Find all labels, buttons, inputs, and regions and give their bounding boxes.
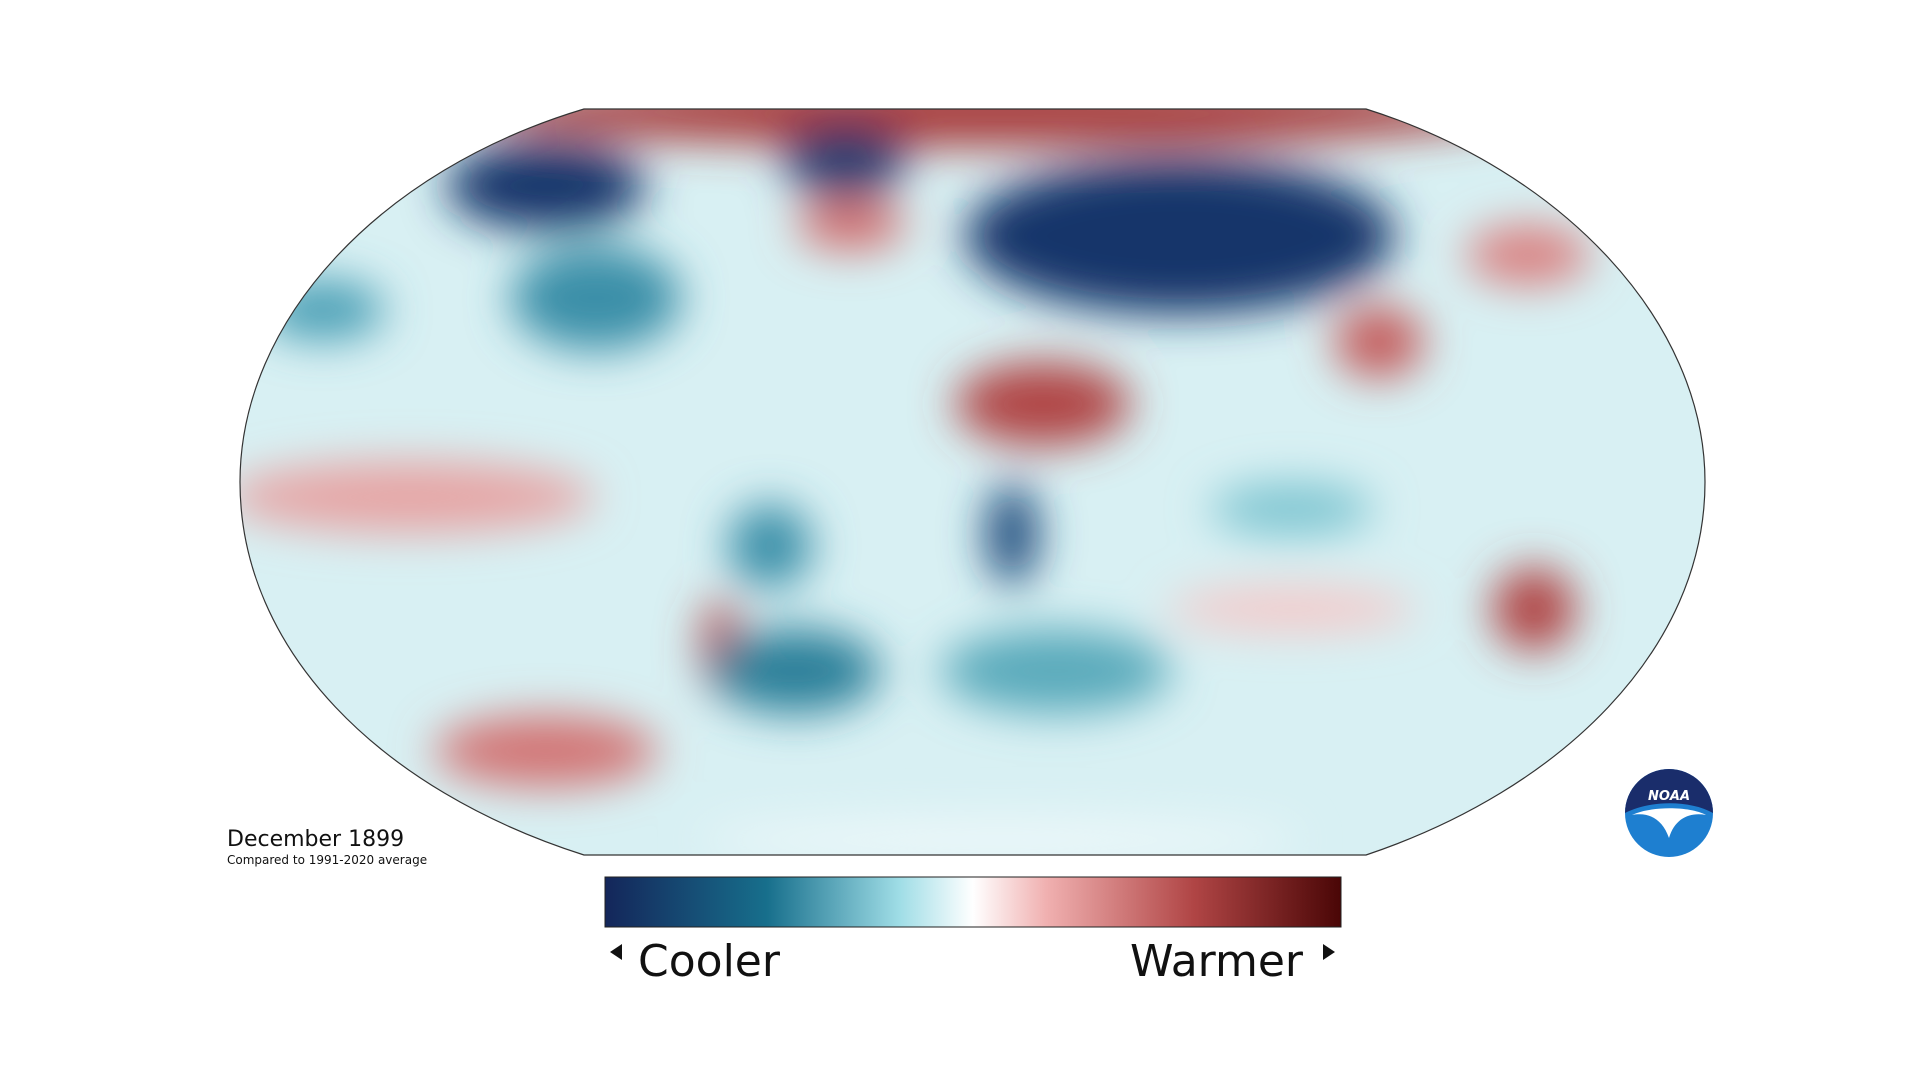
anomaly-warm [796,198,906,250]
anomaly-cool [710,629,880,713]
logo-bird [1632,808,1706,838]
anomaly-warm [240,461,595,533]
anomaly-cool [728,504,812,588]
map-title: December 1899 [227,827,404,852]
noaa-logo: NOAA [1625,769,1713,857]
anomaly-map [240,109,1705,855]
anomaly-warm [474,109,1514,146]
anomaly-warm [955,362,1131,446]
anomaly-warm [1492,567,1576,651]
anomaly-neutral [700,820,1300,855]
anomaly-cool [986,482,1038,586]
logo-text: NOAA [1648,789,1690,804]
anomaly-cool [965,158,1395,314]
anomaly-warm [1334,306,1424,378]
anomaly-cool [261,280,385,340]
cooler-arrow [610,944,622,960]
legend-low-label: Cooler [638,936,781,987]
anomaly-warm [1466,225,1590,285]
anomaly-cool [511,246,681,350]
anomaly-cool [1210,483,1374,535]
anomaly-cool [446,142,646,230]
anomaly-warm [434,715,658,787]
anomaly-cool [941,629,1171,713]
anomaly-warm [1167,587,1417,631]
map-outline [239,108,1706,856]
color-bar [604,876,1342,928]
logo-top [1625,769,1713,813]
warmer-arrow [1323,944,1335,960]
legend-high-label: Warmer [1130,936,1304,987]
map-subtitle: Compared to 1991-2020 average [227,853,427,867]
anomaly-cool [783,125,907,197]
